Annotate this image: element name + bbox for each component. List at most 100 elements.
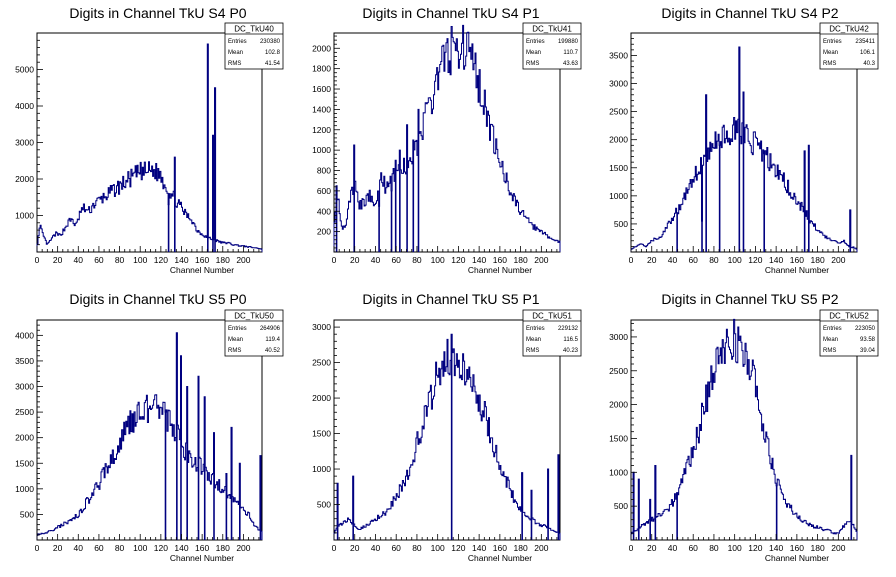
stats-key: Mean <box>228 337 243 343</box>
stats-key: Entries <box>228 326 247 332</box>
x-axis-label: Channel Number <box>468 553 532 563</box>
x-tick-label: 0 <box>629 543 634 553</box>
y-tick-label: 1500 <box>609 433 628 443</box>
x-tick-label: 180 <box>216 543 230 553</box>
stats-box: DC_TkU42 Entries 235411 Mean 106.1 RMS 40.3 <box>819 22 879 70</box>
stats-key: RMS <box>228 348 241 354</box>
x-tick-label: 0 <box>35 543 40 553</box>
panel-title: Digits in Channel TkU S5 P0 <box>69 291 246 307</box>
y-tick-label: 3000 <box>312 322 331 332</box>
x-tick-label: 20 <box>53 255 63 265</box>
y-tick-label: 3000 <box>15 382 34 392</box>
x-tick-label: 180 <box>514 543 528 553</box>
x-tick-label: 120 <box>154 255 168 265</box>
stats-key: Mean <box>228 50 243 56</box>
x-tick-label: 40 <box>371 543 381 553</box>
x-tick-label: 60 <box>391 543 401 553</box>
histogram-line <box>36 43 263 252</box>
stats-value: 102.8 <box>265 50 281 56</box>
y-tick-label: 500 <box>614 501 628 511</box>
x-axis-label: Channel Number <box>765 553 829 563</box>
x-tick-label: 100 <box>431 543 445 553</box>
stats-key: RMS <box>228 61 241 67</box>
plot-frame <box>630 319 858 541</box>
x-tick-label: 160 <box>493 543 507 553</box>
stats-name: DC_TkU50 <box>234 312 274 321</box>
y-tick-label: 800 <box>317 166 331 176</box>
x-tick-label: 200 <box>236 543 250 553</box>
y-tick-label: 2500 <box>609 107 628 117</box>
y-tick-label: 3000 <box>609 332 628 342</box>
y-tick-label: 400 <box>317 206 331 216</box>
y-tick-label: 1000 <box>312 464 331 474</box>
x-tick-label: 80 <box>412 543 422 553</box>
y-tick-label: 1000 <box>15 484 34 494</box>
stats-value: 223050 <box>855 326 876 332</box>
stats-value: 264906 <box>260 326 281 332</box>
x-tick-label: 120 <box>451 543 465 553</box>
stats-value: 119.4 <box>265 337 280 343</box>
y-tick-label: 2000 <box>15 433 34 443</box>
y-tick-label: 500 <box>317 500 331 510</box>
stats-value: 93.58 <box>860 337 876 343</box>
stats-key: RMS <box>823 61 836 67</box>
x-tick-label: 60 <box>688 255 698 265</box>
x-tick-label: 40 <box>74 543 84 553</box>
histogram-panel-4: Digits in Channel TkU S5 P0 0 20 40 60 80 100 1… <box>15 291 284 563</box>
y-tick-label: 1500 <box>312 429 331 439</box>
stats-key: Mean <box>823 50 838 56</box>
x-tick-label: 40 <box>74 255 84 265</box>
y-tick-label: 3500 <box>609 50 628 60</box>
x-tick-label: 200 <box>534 543 548 553</box>
y-tick-label: 2500 <box>312 358 331 368</box>
stats-value: 116.5 <box>563 337 578 343</box>
x-tick-label: 20 <box>647 543 657 553</box>
stats-value: 230380 <box>260 39 281 45</box>
x-tick-label: 20 <box>350 255 360 265</box>
x-axis-label: Channel Number <box>468 265 532 275</box>
y-tick-label: 600 <box>317 186 331 196</box>
histogram-panel-2: Digits in Channel TkU S4 P1 0 20 40 60 80 100 1… <box>312 5 582 275</box>
x-tick-label: 120 <box>748 255 762 265</box>
x-tick-label: 80 <box>709 543 719 553</box>
x-tick-label: 120 <box>154 543 168 553</box>
stats-key: RMS <box>526 348 539 354</box>
y-tick-label: 500 <box>614 219 628 229</box>
x-tick-label: 0 <box>35 255 40 265</box>
stats-name: DC_TkU42 <box>829 25 869 34</box>
panel-title: Digits in Channel TkU S4 P1 <box>362 5 539 21</box>
x-tick-label: 180 <box>514 255 528 265</box>
y-tick-label: 2000 <box>609 135 628 145</box>
y-tick-label: 3500 <box>15 356 34 366</box>
stats-box: DC_TkU41 Entries 199880 Mean 110.7 RMS 43.63 <box>522 22 582 70</box>
stats-key: Entries <box>526 39 545 45</box>
x-axis-label: Channel Number <box>765 265 829 275</box>
x-tick-label: 100 <box>728 543 742 553</box>
y-tick-label: 3000 <box>15 138 34 148</box>
x-tick-label: 20 <box>647 255 657 265</box>
y-tick-label: 1800 <box>312 64 331 74</box>
y-tick-label: 2000 <box>609 400 628 410</box>
stats-key: Entries <box>823 39 842 45</box>
x-tick-label: 200 <box>236 255 250 265</box>
x-tick-label: 40 <box>668 543 678 553</box>
x-axis-label: Channel Number <box>170 553 234 563</box>
stats-box: DC_TkU51 Entries 229132 Mean 116.5 RMS 40.23 <box>522 309 582 357</box>
y-tick-label: 1000 <box>15 211 34 221</box>
histogram-line <box>333 24 561 252</box>
x-tick-label: 180 <box>811 255 825 265</box>
stats-box: DC_TkU52 Entries 223050 Mean 93.58 RMS 39.04 <box>819 309 879 357</box>
panel-title: Digits in Channel TkU S5 P2 <box>661 291 838 307</box>
x-tick-label: 200 <box>831 543 845 553</box>
stats-box: DC_TkU40 Entries 230380 Mean 102.8 RMS 41.54 <box>224 22 284 70</box>
stats-value: 199880 <box>558 39 579 45</box>
x-tick-label: 160 <box>790 255 804 265</box>
y-tick-label: 2000 <box>312 43 331 53</box>
x-tick-label: 140 <box>769 543 783 553</box>
x-tick-label: 160 <box>790 543 804 553</box>
x-tick-label: 200 <box>534 255 548 265</box>
y-tick-label: 1400 <box>312 104 331 114</box>
y-tick-label: 4000 <box>15 101 34 111</box>
stats-key: Mean <box>526 50 541 56</box>
histogram-line <box>333 333 561 540</box>
